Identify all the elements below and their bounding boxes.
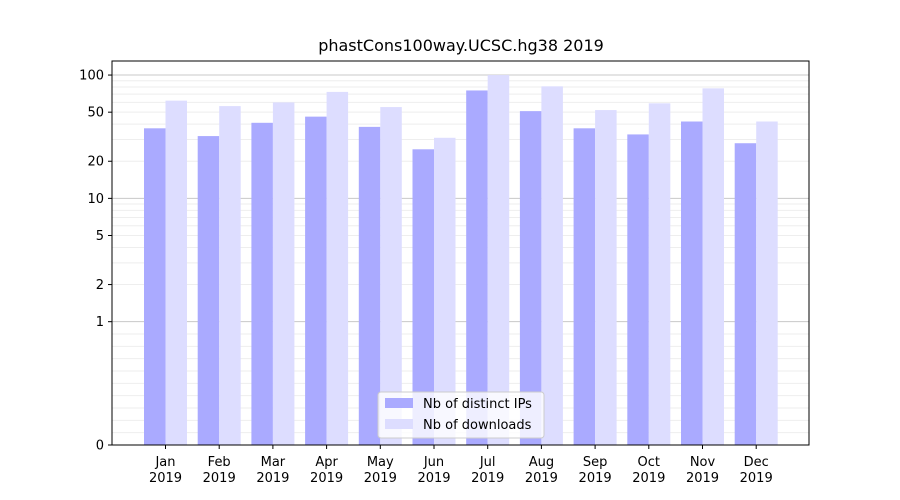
x-tick-label-month: Mar	[261, 455, 286, 470]
bar-ips	[358, 126, 381, 446]
plot-frame	[111, 60, 810, 446]
bar-downloads	[434, 137, 456, 445]
bar-downloads	[272, 102, 295, 446]
x-tick-label-month: Sep	[583, 455, 608, 470]
bar-downloads	[487, 75, 510, 445]
x-tick-label-month: Jun	[423, 455, 444, 470]
x-tick-label-month: Oct	[638, 455, 660, 470]
x-tick-label-month: Nov	[690, 455, 716, 470]
x-tick-label-year: 2019	[310, 471, 343, 486]
legend-label-downloads: Nb of downloads	[423, 418, 532, 433]
bar-ips	[734, 143, 757, 445]
y-tick-label: 0	[96, 439, 104, 454]
legend-swatch-downloads	[385, 419, 413, 429]
x-tick-label-month: Jan	[154, 455, 175, 470]
bar-downloads	[541, 86, 563, 445]
bar-downloads	[380, 107, 402, 445]
bar-ips	[197, 136, 220, 445]
x-tick-label-year: 2019	[686, 471, 719, 486]
bar-ips	[627, 134, 649, 446]
y-tick-label: 50	[87, 106, 104, 121]
x-tick-label-month: Dec	[744, 455, 769, 470]
bars	[144, 75, 778, 446]
x-tick-label-month: Apr	[315, 455, 338, 470]
y-axis: 0 1 2 5 10 20 50 100	[79, 69, 112, 454]
y-tick-label: 1	[96, 315, 104, 330]
bar-downloads	[648, 103, 671, 446]
x-tick-label-month: Jul	[479, 455, 496, 470]
bar-downloads	[595, 110, 617, 445]
y-tick-label: 5	[96, 229, 104, 244]
bar-ips	[681, 121, 703, 445]
x-axis: Jan2019Feb2019Mar2019Apr2019May2019Jun20…	[149, 445, 773, 486]
x-tick-label-year: 2019	[256, 471, 289, 486]
bar-ips	[144, 128, 166, 446]
y-tick-label: 10	[87, 192, 104, 207]
bar-ips	[573, 128, 596, 446]
chart-title: phastCons100way.UCSC.hg38 2019	[318, 36, 604, 55]
bar-downloads	[165, 100, 187, 446]
bar-downloads	[326, 91, 349, 446]
bar-downloads	[219, 106, 241, 445]
y-tick-label: 2	[96, 278, 104, 293]
bar-ips	[519, 111, 542, 446]
x-tick-label-month: Aug	[529, 455, 554, 470]
x-tick-label-year: 2019	[364, 471, 397, 486]
bar-ips	[251, 122, 273, 445]
x-tick-label-month: May	[367, 455, 394, 470]
legend-box	[377, 391, 545, 439]
x-tick-label-month: Feb	[208, 455, 231, 470]
x-tick-label-year: 2019	[471, 471, 504, 486]
x-tick-label-year: 2019	[149, 471, 182, 486]
legend: Nb of distinct IPs Nb of downloads	[377, 391, 545, 439]
x-tick-label-year: 2019	[417, 471, 450, 486]
x-tick-label-year: 2019	[632, 471, 665, 486]
bar-ips	[412, 149, 434, 445]
y-tick-label: 100	[79, 69, 104, 84]
x-tick-label-year: 2019	[579, 471, 612, 486]
x-tick-label-year: 2019	[740, 471, 773, 486]
legend-swatch-ips	[385, 398, 413, 408]
x-tick-label-year: 2019	[203, 471, 236, 486]
bar-downloads	[756, 121, 778, 445]
bar-downloads	[702, 88, 724, 445]
bar-ips	[305, 116, 327, 445]
legend-label-ips: Nb of distinct IPs	[423, 397, 532, 412]
y-tick-label: 20	[87, 155, 104, 170]
bar-ips	[466, 90, 488, 445]
x-tick-label-year: 2019	[525, 471, 558, 486]
